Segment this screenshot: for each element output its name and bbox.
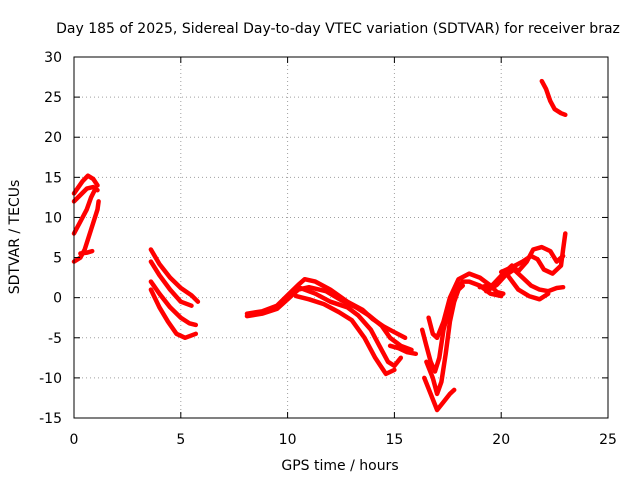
- series-seg-e4: [505, 272, 551, 302]
- x-tick-label: 10: [279, 432, 297, 448]
- y-tick-label: -10: [39, 371, 62, 387]
- series-seg-f1: [539, 78, 568, 118]
- series-seg-e2: [483, 267, 566, 294]
- series-seg-a4: [71, 199, 101, 264]
- grid-layer: [74, 57, 608, 418]
- y-tick-label: -15: [39, 411, 62, 427]
- series-seg-c3: [276, 285, 404, 369]
- series-seg-a3: [71, 188, 97, 236]
- y-tick-label: 0: [53, 291, 62, 307]
- series-seg-b4: [148, 287, 199, 341]
- series-seg-b2: [148, 259, 194, 308]
- plot-frame: [73, 56, 609, 419]
- series-seg-d2: [424, 283, 466, 397]
- x-tick-label: 15: [385, 432, 403, 448]
- y-axis-label: SDTVAR / TECUs: [7, 180, 23, 295]
- axis-layer: 0 5 10 15 20 25 -15 -10 -5 0 5 10 15 20 25 30: [39, 50, 617, 448]
- x-tick-label: 25: [599, 432, 617, 448]
- x-tick-label: 20: [492, 432, 510, 448]
- series-seg-e3: [498, 231, 568, 276]
- series-layer: [71, 78, 568, 413]
- series-seg-a5: [78, 248, 95, 256]
- series-seg-a1: [71, 173, 100, 196]
- series-seg-d3: [419, 279, 504, 374]
- series-seg-c2: [244, 284, 414, 353]
- x-tick-label: 0: [70, 432, 79, 448]
- y-tick-label: 15: [44, 170, 62, 186]
- y-tick-label: 25: [44, 90, 62, 106]
- x-tick-label: 5: [176, 432, 185, 448]
- y-tick-label: 30: [44, 50, 62, 66]
- series-seg-c5: [387, 343, 419, 357]
- y-tick-label: 5: [53, 251, 62, 267]
- y-tick-label: 20: [44, 130, 62, 146]
- series-seg-e1: [477, 244, 566, 290]
- y-tick-label: 10: [44, 210, 62, 226]
- y-tick-label: -5: [48, 331, 62, 347]
- series-seg-a2: [71, 184, 100, 204]
- series-seg-d1: [422, 375, 457, 413]
- series-seg-b3: [148, 279, 199, 328]
- series-seg-b1: [148, 247, 201, 304]
- x-axis-label: GPS time / hours: [281, 458, 398, 474]
- series-seg-c4: [293, 293, 397, 377]
- chart-title: Day 185 of 2025, Sidereal Day-to-day VTE…: [56, 21, 620, 37]
